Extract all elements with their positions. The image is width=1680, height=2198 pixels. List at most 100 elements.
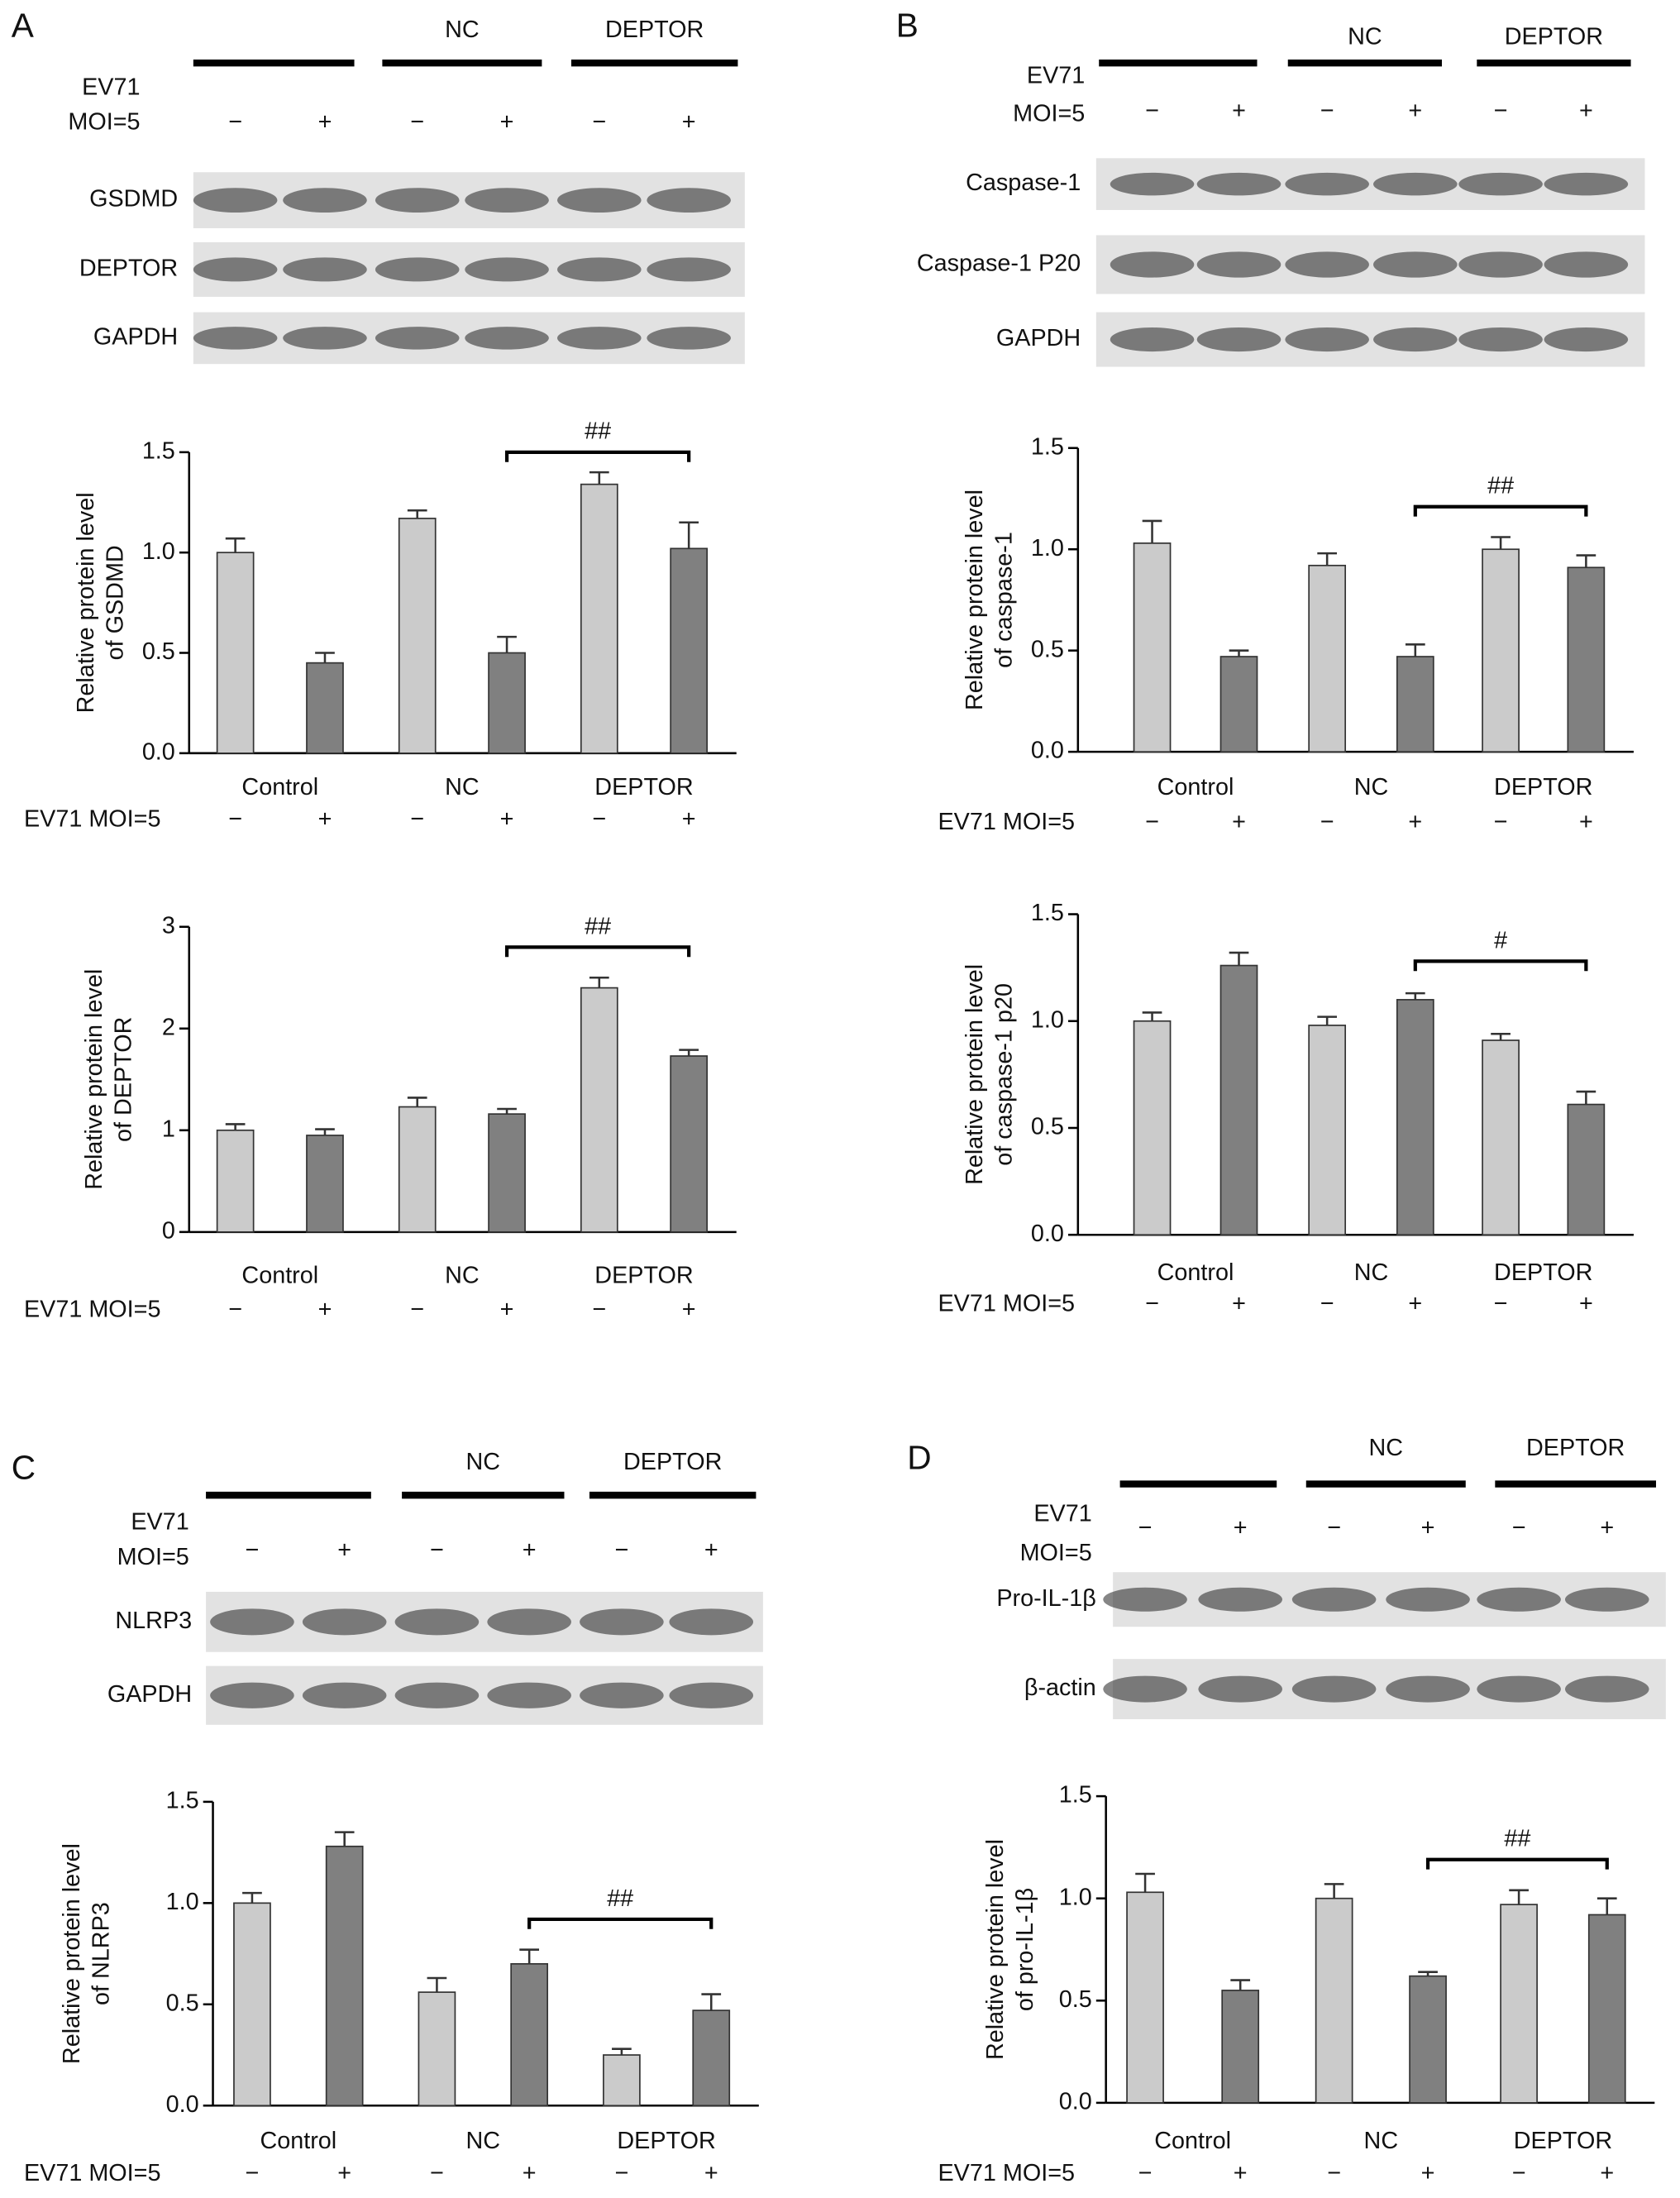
blot-band [1458, 172, 1543, 196]
blot-band [487, 1608, 571, 1636]
y-tick-label: 0.5 [1059, 1986, 1092, 2013]
group-label: DEPTOR [1526, 1435, 1625, 1461]
blot-band [1285, 327, 1369, 352]
bar [603, 2054, 641, 2107]
y-tick-label: 1.5 [1031, 433, 1064, 460]
blot-band [283, 327, 367, 350]
treatment-label: EV71 [82, 74, 140, 100]
bar [306, 1135, 344, 1233]
y-axis-label: of GSDMD [102, 545, 128, 660]
blot-row-label: GAPDH [107, 1681, 192, 1708]
y-tick-label: 1.0 [166, 1889, 199, 1915]
error-bar [242, 1891, 262, 1904]
bar [488, 1113, 526, 1233]
bar [216, 1129, 255, 1233]
panel-letter: D [907, 1439, 931, 1477]
treatment-label: EV71 [131, 1509, 189, 1536]
x-sub-label: + [682, 806, 696, 833]
error-bar [1509, 1889, 1529, 1905]
blot-band [1196, 251, 1281, 278]
y-tick-label: 0.5 [166, 1990, 199, 2016]
lane-sign: + [1421, 1514, 1435, 1541]
blot-band [193, 327, 278, 350]
error-bar [1491, 536, 1511, 550]
blot-band [1458, 327, 1543, 352]
y-tick-label: 0.0 [142, 738, 175, 765]
blot-band [1386, 1675, 1470, 1703]
blot-band [1373, 172, 1458, 196]
error-bar [1405, 991, 1425, 1000]
y-axis-label: of DEPTOR [110, 1017, 136, 1142]
dose-label: MOI=5 [1013, 100, 1085, 127]
lane-sign: + [318, 109, 332, 136]
significance-label: # [1494, 927, 1507, 953]
lane-sign: + [500, 109, 514, 136]
bar [692, 2009, 731, 2107]
bar [1567, 1103, 1606, 1236]
blot-band [1196, 172, 1281, 196]
bar [1126, 1891, 1164, 2104]
bar [1221, 1990, 1260, 2104]
error-bar [679, 1049, 699, 1057]
x-sub-label: + [1232, 1290, 1246, 1316]
x-tick-label: DEPTOR [1494, 1259, 1592, 1286]
x-tick-label: NC [1364, 2128, 1399, 2154]
lane-sign: − [614, 1536, 628, 1563]
bar [216, 552, 255, 754]
significance-bracket [1413, 959, 1588, 972]
blot-band [557, 327, 642, 350]
bar [1396, 999, 1434, 1236]
bar [398, 518, 437, 754]
x-tick-label: Control [1157, 774, 1234, 800]
group-label: NC [466, 1449, 501, 1475]
error-bar [1229, 951, 1249, 966]
bar [1567, 566, 1606, 753]
blot-band [193, 188, 278, 213]
blot-band [1103, 1587, 1187, 1612]
x-tick-label: DEPTOR [1494, 774, 1592, 800]
x-axis-label: EV71 MOI=5 [938, 1290, 1076, 1316]
blot-band [1458, 251, 1543, 278]
x-sub-label: − [228, 806, 242, 833]
error-bar [407, 509, 427, 518]
x-sub-label: + [1408, 1290, 1422, 1316]
blot-band [1373, 251, 1458, 278]
lane-sign: + [1600, 1514, 1614, 1541]
blot-band [580, 1682, 664, 1708]
y-tick-label: 1.0 [1031, 535, 1064, 561]
error-bar [1405, 643, 1425, 657]
x-tick-label: Control [1154, 2128, 1231, 2154]
x-sub-label: − [1494, 1290, 1508, 1316]
significance-label: ## [607, 1885, 633, 1912]
y-tick-label: 1.5 [142, 437, 175, 464]
group-label: DEPTOR [623, 1449, 722, 1475]
blot-band [1544, 327, 1629, 352]
blot-band [465, 257, 549, 282]
group-label: NC [445, 17, 480, 43]
blot-band [1477, 1587, 1561, 1612]
bar [1315, 1897, 1353, 2104]
lane-sign: − [1138, 1514, 1153, 1541]
significance-label: ## [585, 913, 611, 939]
y-axis-label: of pro-IL-1β [1012, 1888, 1038, 2011]
bar [1219, 964, 1258, 1236]
x-sub-label: + [318, 1296, 332, 1322]
panel-letter: B [896, 7, 919, 45]
x-tick-label: DEPTOR [617, 2128, 715, 2154]
error-bar [1418, 1971, 1438, 1976]
lane-sign: + [1234, 1514, 1248, 1541]
dose-label: MOI=5 [1020, 1540, 1092, 1566]
significance-bracket [1413, 504, 1588, 517]
y-tick-label: 0.0 [1059, 2088, 1092, 2114]
blot-band [647, 327, 731, 350]
x-tick-label: DEPTOR [1514, 2128, 1612, 2154]
error-bar [1135, 1872, 1155, 1893]
y-tick-label: 1.0 [142, 538, 175, 565]
blot-band [1291, 1675, 1377, 1703]
x-tick-label: NC [1354, 1259, 1389, 1286]
lane-sign: + [682, 109, 696, 136]
error-bar [1230, 1979, 1251, 1990]
bar [1219, 656, 1258, 753]
x-sub-label: − [1512, 2160, 1526, 2186]
